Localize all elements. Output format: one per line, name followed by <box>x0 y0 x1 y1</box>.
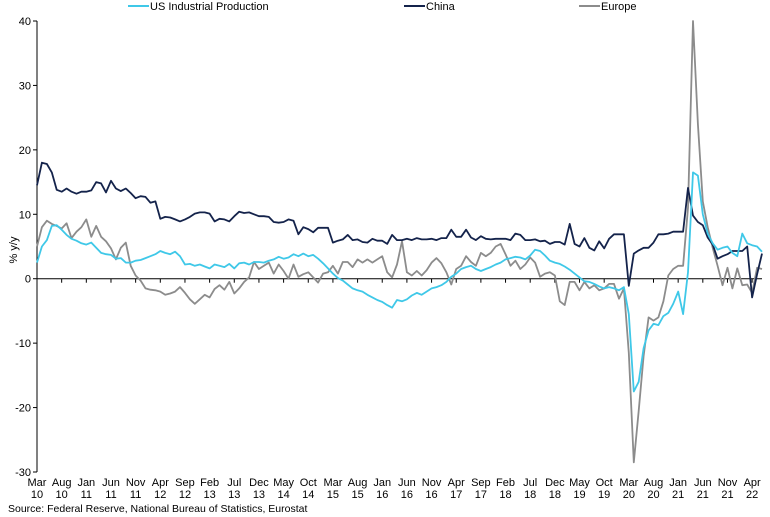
legend-entry: Europe <box>601 1 636 13</box>
x-tick-label-year: 18 <box>499 489 511 501</box>
x-tick-label-year: 21 <box>672 489 684 501</box>
x-tick-label-year: 14 <box>277 489 289 501</box>
x-tick-label-year: 21 <box>697 489 709 501</box>
y-tick-label: 40 <box>19 16 31 28</box>
x-tick-label-year: 16 <box>376 489 388 501</box>
x-tick-label-month: Jun <box>102 477 120 489</box>
x-tick-label-month: Nov <box>126 477 146 489</box>
x-tick-label-year: 22 <box>746 489 758 501</box>
y-tick-label: -10 <box>15 338 31 350</box>
x-tick-label-year: 20 <box>647 489 659 501</box>
x-tick-label-year: 11 <box>81 489 92 501</box>
x-tick-label-month: Aug <box>52 477 72 489</box>
y-axis: -30 -20 -10 0 10 20 30 40 <box>15 16 38 479</box>
x-tick-label-year: 15 <box>351 489 363 501</box>
x-tick-label-month: Mar <box>28 477 47 489</box>
x-tick-label-year: 16 <box>425 489 437 501</box>
source-note: Source: Federal Reserve, National Bureau… <box>8 503 307 515</box>
y-tick-label: -30 <box>15 467 31 479</box>
x-tick-label-month: May <box>273 477 294 489</box>
series-line-europe <box>36 20 763 464</box>
x-tick-label-year: 13 <box>253 489 265 501</box>
x-tick-label-year: 17 <box>475 489 487 501</box>
legend: US Industrial Production China Europe <box>128 1 636 13</box>
x-tick-label-month: Nov <box>422 477 442 489</box>
y-axis-title: % y/y <box>8 236 20 263</box>
y-tick-label: -20 <box>15 403 31 415</box>
x-tick-label-month: Oct <box>300 477 317 489</box>
x-tick-label-month: Apr <box>448 477 465 489</box>
x-tick-label-month: Dec <box>249 477 269 489</box>
x-tick-label-month: Jan <box>77 477 95 489</box>
x-tick-label-month: Jul <box>523 477 537 489</box>
x-tick-label-month: Jun <box>398 477 416 489</box>
x-tick-label-month: Apr <box>744 477 761 489</box>
x-tick-label-month: Sep <box>471 477 491 489</box>
x-tick-label-year: 10 <box>31 489 43 501</box>
series-line-us-industrial-production <box>36 171 763 393</box>
series-layer <box>36 20 763 464</box>
x-tick-label-year: 13 <box>203 489 215 501</box>
x-tick-label-month: Feb <box>496 477 515 489</box>
series-line-china <box>36 161 763 299</box>
x-tick-label-month: Nov <box>718 477 738 489</box>
legend-entry: China <box>426 1 456 13</box>
x-tick-label-year: 18 <box>549 489 561 501</box>
y-tick-label: 30 <box>19 80 31 92</box>
x-tick-label-year: 19 <box>598 489 610 501</box>
x-tick-label-year: 15 <box>327 489 339 501</box>
x-tick-label-year: 16 <box>401 489 413 501</box>
x-tick-label-month: Aug <box>644 477 664 489</box>
legend-entry: US Industrial Production <box>150 1 269 13</box>
x-tick-label-year: 12 <box>154 489 166 501</box>
x-tick-label-month: Jan <box>669 477 687 489</box>
x-axis: Mar10Aug10Jan11Jun11Nov11Apr12Sep12Feb13… <box>28 278 762 501</box>
x-tick-label-month: Jul <box>227 477 241 489</box>
x-tick-label-year: 13 <box>228 489 240 501</box>
x-tick-label-month: Dec <box>545 477 565 489</box>
x-tick-label-month: Mar <box>619 477 638 489</box>
x-tick-label-year: 11 <box>105 489 116 501</box>
y-tick-label: 0 <box>25 274 31 286</box>
y-tick-label: 20 <box>19 145 31 157</box>
x-tick-label-month: May <box>569 477 590 489</box>
x-tick-label-year: 12 <box>179 489 191 501</box>
x-tick-label-month: Apr <box>152 477 169 489</box>
x-tick-label-month: Feb <box>200 477 219 489</box>
x-tick-label-year: 14 <box>302 489 314 501</box>
x-tick-label-year: 10 <box>56 489 68 501</box>
x-tick-label-year: 19 <box>573 489 585 501</box>
x-tick-label-month: Aug <box>348 477 368 489</box>
x-tick-label-year: 18 <box>524 489 536 501</box>
x-tick-label-year: 20 <box>623 489 635 501</box>
x-tick-label-month: Mar <box>323 477 342 489</box>
x-tick-label-month: Jan <box>373 477 391 489</box>
x-tick-label-month: Jun <box>694 477 712 489</box>
x-tick-label-month: Sep <box>175 477 195 489</box>
x-tick-label-year: 17 <box>450 489 462 501</box>
x-tick-label-year: 21 <box>721 489 733 501</box>
x-tick-label-month: Oct <box>596 477 613 489</box>
y-tick-label: 10 <box>19 209 31 221</box>
x-tick-label-year: 11 <box>130 489 141 501</box>
